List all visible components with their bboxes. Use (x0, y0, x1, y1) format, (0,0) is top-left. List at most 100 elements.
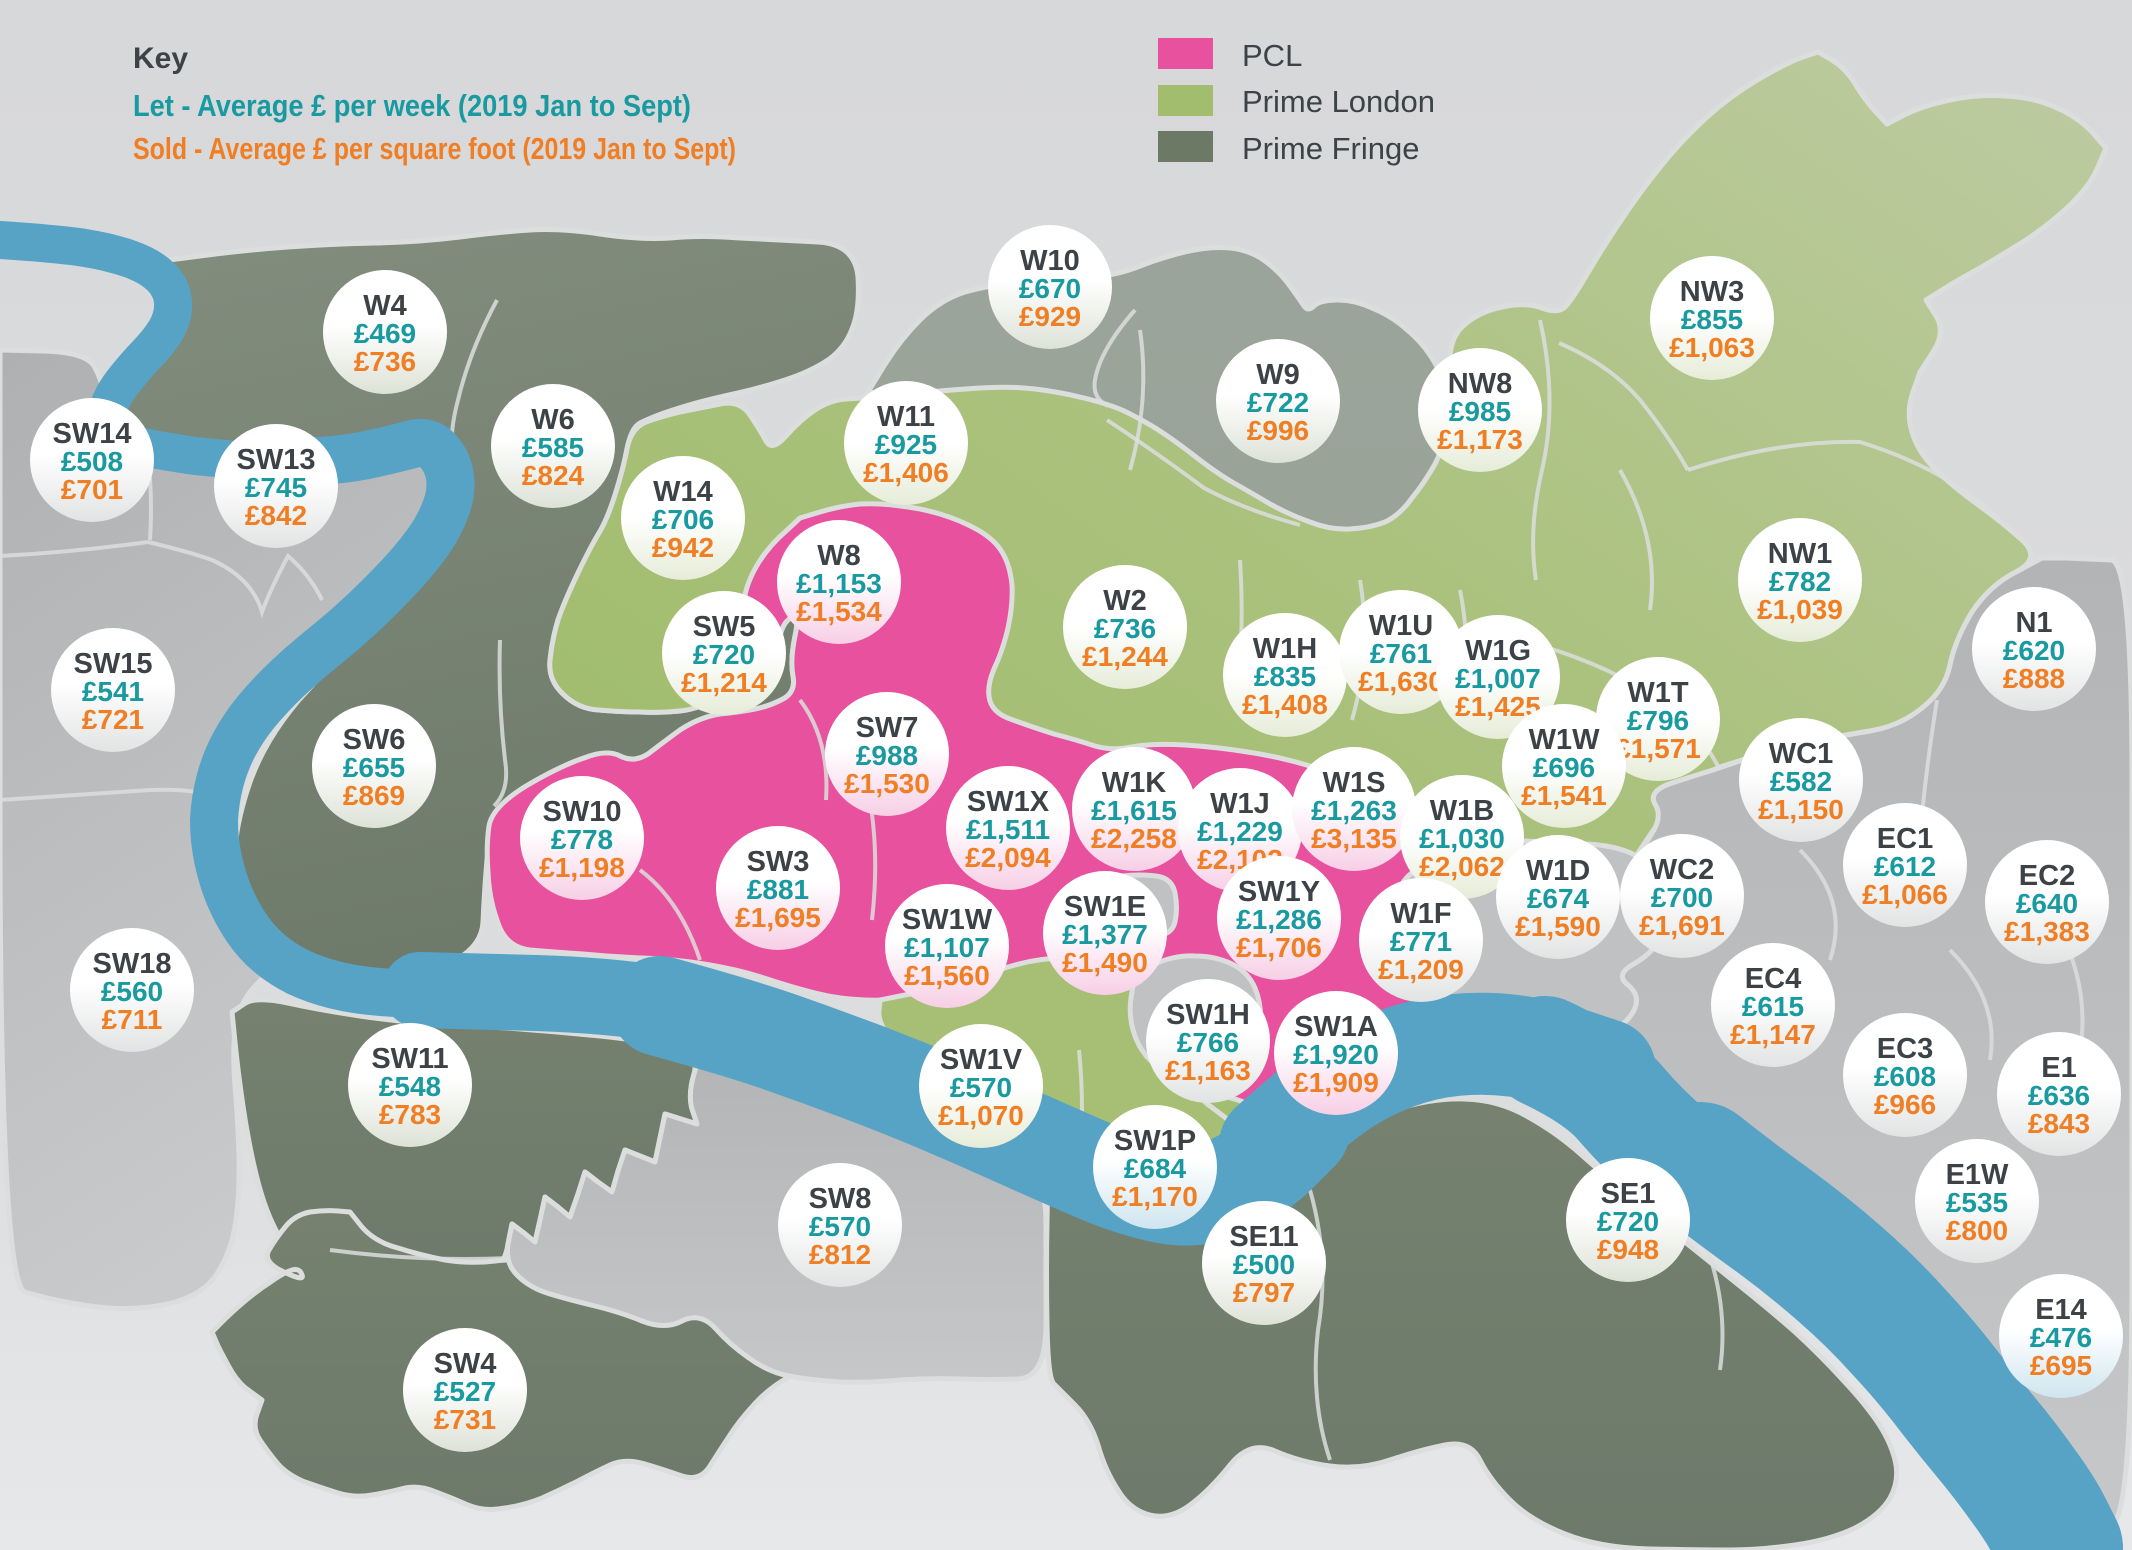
svg-text:SW1A: SW1A (1294, 1011, 1378, 1043)
svg-text:£508: £508 (61, 446, 123, 477)
svg-text:£888: £888 (2003, 663, 2065, 694)
svg-text:NW1: NW1 (1768, 538, 1832, 570)
svg-text:£1,286: £1,286 (1236, 904, 1322, 935)
svg-text:£1,153: £1,153 (796, 568, 882, 599)
svg-text:£1,571: £1,571 (1615, 733, 1701, 764)
svg-text:£1,244: £1,244 (1082, 641, 1168, 672)
svg-text:W8: W8 (817, 540, 861, 572)
svg-text:SW1E: SW1E (1064, 891, 1146, 923)
svg-text:£670: £670 (1019, 273, 1081, 304)
svg-text:W1D: W1D (1526, 855, 1590, 887)
svg-text:EC4: EC4 (1745, 963, 1801, 995)
svg-text:£1,198: £1,198 (539, 852, 625, 883)
svg-text:£1,039: £1,039 (1757, 594, 1843, 625)
svg-text:£582: £582 (1770, 766, 1832, 797)
svg-text:£560: £560 (101, 976, 163, 1007)
svg-text:W6: W6 (531, 404, 575, 436)
svg-text:EC1: EC1 (1877, 823, 1933, 855)
svg-text:£615: £615 (1742, 991, 1804, 1022)
svg-text:W1G: W1G (1465, 635, 1531, 667)
svg-text:W1J: W1J (1210, 788, 1270, 820)
svg-text:SW18: SW18 (93, 948, 172, 980)
svg-text:£548: £548 (379, 1071, 441, 1102)
svg-text:SW15: SW15 (74, 648, 153, 680)
svg-text:SE11: SE11 (1229, 1221, 1298, 1253)
svg-text:Prime London: Prime London (1242, 84, 1435, 119)
svg-text:SW13: SW13 (237, 444, 316, 476)
svg-text:N1: N1 (2015, 607, 2052, 639)
svg-text:£1,150: £1,150 (1758, 794, 1844, 825)
svg-text:W2: W2 (1103, 585, 1147, 617)
svg-text:£570: £570 (809, 1211, 871, 1242)
svg-text:W1S: W1S (1323, 767, 1386, 799)
svg-text:£1,066: £1,066 (1862, 879, 1948, 910)
svg-text:£1,263: £1,263 (1311, 795, 1397, 826)
svg-text:£1,541: £1,541 (1521, 780, 1607, 811)
svg-text:£966: £966 (1874, 1089, 1936, 1120)
svg-text:£1,377: £1,377 (1062, 919, 1148, 950)
svg-text:E14: E14 (2035, 1294, 2087, 1326)
svg-text:£1,406: £1,406 (863, 457, 949, 488)
svg-text:SW1W: SW1W (902, 904, 993, 936)
svg-text:£1,630: £1,630 (1358, 666, 1444, 697)
svg-text:£1,490: £1,490 (1062, 947, 1148, 978)
svg-text:PCL: PCL (1242, 38, 1302, 73)
svg-text:W1F: W1F (1390, 898, 1451, 930)
svg-text:£1,147: £1,147 (1730, 1019, 1816, 1050)
svg-text:£1,534: £1,534 (796, 596, 882, 627)
svg-text:£612: £612 (1874, 851, 1936, 882)
svg-text:£469: £469 (354, 318, 416, 349)
svg-text:£721: £721 (82, 704, 144, 735)
svg-text:£500: £500 (1233, 1249, 1295, 1280)
svg-text:W14: W14 (653, 476, 713, 508)
svg-text:NW8: NW8 (1448, 368, 1512, 400)
svg-text:£1,209: £1,209 (1378, 954, 1464, 985)
svg-text:SW14: SW14 (53, 418, 132, 450)
svg-text:£1,070: £1,070 (938, 1100, 1024, 1131)
svg-text:£731: £731 (434, 1404, 496, 1435)
svg-text:£869: £869 (343, 780, 405, 811)
svg-text:£720: £720 (1597, 1206, 1659, 1237)
svg-text:£636: £636 (2028, 1080, 2090, 1111)
svg-text:£640: £640 (2016, 888, 2078, 919)
svg-text:£527: £527 (434, 1376, 496, 1407)
svg-text:£1,163: £1,163 (1165, 1055, 1251, 1086)
svg-text:£706: £706 (652, 504, 714, 535)
svg-text:£1,530: £1,530 (844, 768, 930, 799)
svg-text:SW1H: SW1H (1166, 999, 1250, 1031)
svg-text:W1B: W1B (1430, 795, 1494, 827)
svg-text:£695: £695 (2030, 1350, 2092, 1381)
svg-text:WC1: WC1 (1769, 738, 1833, 770)
svg-text:£701: £701 (61, 474, 123, 505)
svg-text:SW5: SW5 (693, 611, 756, 643)
svg-text:£3,135: £3,135 (1311, 823, 1397, 854)
svg-text:£996: £996 (1247, 415, 1309, 446)
svg-text:£2,062: £2,062 (1419, 851, 1505, 882)
svg-text:SW3: SW3 (747, 846, 810, 878)
svg-text:SW4: SW4 (434, 1348, 497, 1380)
svg-text:Let - Average £ per week (2019: Let - Average £ per week (2019 Jan to Se… (133, 88, 691, 123)
svg-text:£2,258: £2,258 (1091, 823, 1177, 854)
svg-text:£1,590: £1,590 (1515, 911, 1601, 942)
svg-text:SW6: SW6 (343, 724, 406, 756)
svg-text:£1,063: £1,063 (1669, 332, 1755, 363)
svg-text:£1,909: £1,909 (1293, 1067, 1379, 1098)
svg-text:£696: £696 (1533, 752, 1595, 783)
svg-text:£1,383: £1,383 (2004, 916, 2090, 947)
svg-text:£1,920: £1,920 (1293, 1039, 1379, 1070)
svg-text:£585: £585 (522, 432, 584, 463)
svg-text:£948: £948 (1597, 1234, 1659, 1265)
svg-text:£1,030: £1,030 (1419, 823, 1505, 854)
svg-text:£745: £745 (245, 472, 307, 503)
svg-text:£736: £736 (354, 346, 416, 377)
svg-text:£842: £842 (245, 500, 307, 531)
svg-text:£1,173: £1,173 (1437, 424, 1523, 455)
svg-text:£778: £778 (551, 824, 613, 855)
svg-text:£736: £736 (1094, 613, 1156, 644)
svg-text:WC2: WC2 (1650, 854, 1714, 886)
svg-text:W1H: W1H (1253, 633, 1317, 665)
svg-text:£1,706: £1,706 (1236, 932, 1322, 963)
svg-text:W4: W4 (363, 290, 407, 322)
svg-text:Prime Fringe: Prime Fringe (1242, 131, 1419, 166)
svg-text:£1,615: £1,615 (1091, 795, 1177, 826)
